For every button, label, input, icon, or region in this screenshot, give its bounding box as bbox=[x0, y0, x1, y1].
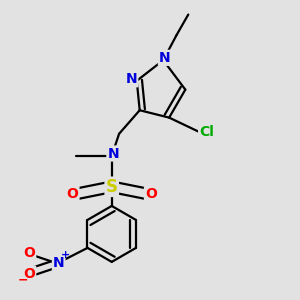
Text: −: − bbox=[17, 274, 28, 287]
Text: O: O bbox=[145, 187, 157, 201]
Text: N: N bbox=[159, 51, 170, 65]
Text: Cl: Cl bbox=[199, 125, 214, 139]
Text: N: N bbox=[53, 256, 64, 270]
Text: N: N bbox=[126, 72, 137, 86]
Text: N: N bbox=[107, 146, 119, 161]
Text: O: O bbox=[67, 187, 79, 201]
Text: +: + bbox=[61, 250, 70, 260]
Text: O: O bbox=[23, 246, 35, 260]
Text: O: O bbox=[23, 267, 35, 281]
Text: S: S bbox=[106, 178, 118, 196]
